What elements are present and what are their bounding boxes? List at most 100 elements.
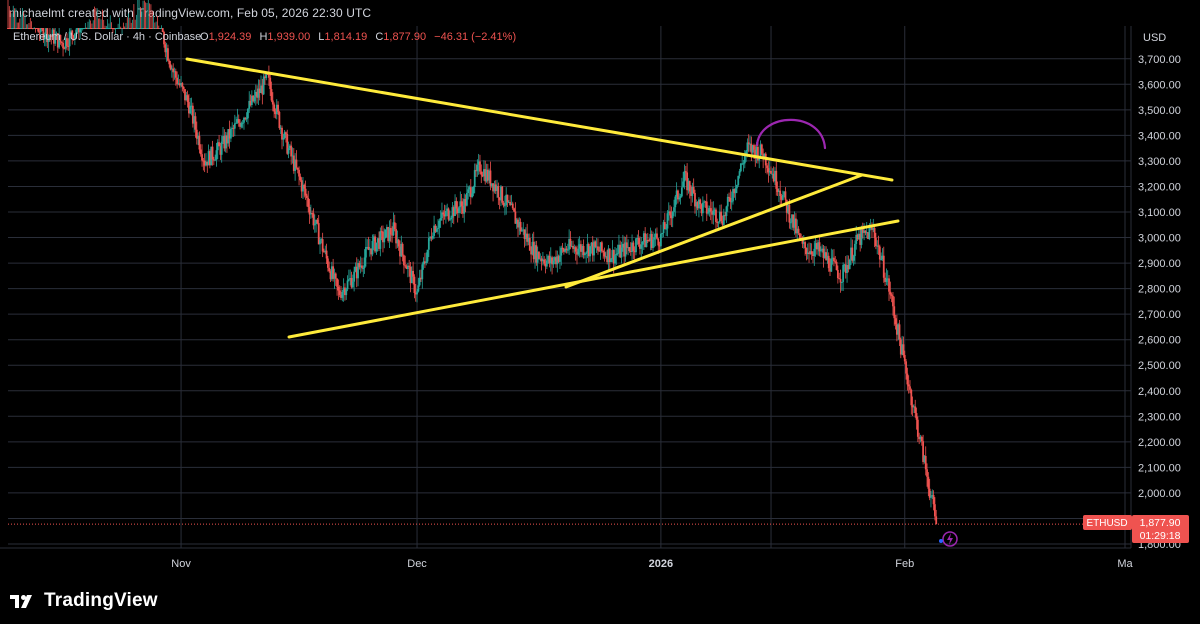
candle-body — [667, 211, 670, 214]
candle-body — [212, 159, 215, 161]
price-tick-label: 3,500.00 — [1138, 105, 1181, 117]
tradingview-logo[interactable]: TradingView — [10, 590, 158, 612]
currency-text: USD — [1143, 32, 1166, 44]
candle-body — [54, 35, 57, 44]
candle-body — [739, 163, 742, 172]
candle-body — [621, 243, 624, 248]
price-tick-label: 3,000.00 — [1138, 233, 1181, 245]
candle-body — [67, 45, 70, 47]
candle-body — [368, 248, 371, 250]
candle-body — [308, 206, 311, 215]
candle-body — [608, 248, 611, 262]
time-tick-label: Feb — [895, 558, 914, 570]
candle-body — [211, 146, 214, 160]
candle-body — [556, 256, 559, 265]
candle-body — [884, 277, 886, 282]
candle-body — [316, 219, 319, 224]
candle-body — [81, 28, 84, 29]
candle-body — [273, 104, 276, 112]
candle-body — [385, 227, 388, 230]
candle-body — [468, 187, 471, 190]
candle-body — [775, 170, 778, 189]
candle-body — [918, 436, 921, 440]
price-chart[interactable]: 3,700.00 3,600.00 3,500.00 3,400.00 3,300.00… — [0, 0, 1200, 578]
candle-body — [922, 441, 925, 462]
candle-body — [119, 28, 122, 29]
candle-body — [905, 361, 907, 374]
candle-body — [686, 172, 689, 191]
candle-body — [897, 324, 900, 335]
candle-body — [610, 258, 612, 262]
candle-body — [854, 243, 856, 257]
candle-body — [477, 161, 480, 165]
candle-body — [201, 154, 203, 161]
candle-body — [850, 247, 852, 260]
candle-body — [852, 256, 855, 261]
candle-body — [134, 28, 137, 29]
candle-body — [762, 153, 765, 159]
candle-body — [505, 194, 508, 206]
candle-body — [716, 221, 719, 223]
candle-body — [493, 184, 496, 192]
candle-body — [662, 222, 665, 234]
candle-body — [274, 111, 277, 115]
candle-body — [391, 234, 394, 236]
candle-body — [323, 251, 325, 253]
candle-body — [629, 251, 632, 253]
candle-body — [743, 155, 746, 164]
candle-body — [577, 248, 580, 255]
candle-body — [670, 215, 673, 219]
candle-body — [89, 28, 92, 29]
candle-body — [657, 238, 660, 246]
candle-body — [33, 28, 36, 29]
candle-body — [711, 211, 713, 215]
candle-body — [113, 28, 116, 29]
candle-body — [355, 266, 358, 279]
candle-body — [450, 217, 453, 220]
candle-body — [736, 185, 738, 189]
candle-body — [111, 28, 114, 29]
candle-body — [535, 245, 538, 263]
candle-body — [894, 318, 897, 325]
candle-body — [538, 251, 540, 259]
candle-body — [347, 279, 350, 281]
candle-body — [771, 173, 774, 175]
candle-body — [147, 28, 150, 29]
candle-body — [781, 194, 784, 200]
candle-body — [416, 291, 418, 295]
candle-body — [733, 189, 736, 194]
candle-body — [93, 28, 96, 29]
candle-body — [252, 95, 255, 102]
candle-body — [892, 295, 894, 307]
candle-body — [888, 278, 890, 292]
time-axis[interactable]: Nov Dec 2026 Feb Ma — [171, 558, 1133, 570]
legend-high-label: H — [259, 31, 267, 43]
candle-body — [73, 33, 76, 39]
candle-body — [570, 245, 573, 247]
candle-body — [84, 28, 87, 29]
candle-body — [492, 183, 494, 192]
candle-body — [441, 212, 443, 219]
candle-body — [164, 44, 167, 53]
currency-label[interactable]: USD — [1143, 32, 1166, 44]
lightning-icon[interactable] — [939, 531, 958, 547]
candle-body — [28, 28, 30, 29]
candle-body — [814, 243, 817, 249]
candle-body — [553, 257, 556, 261]
candle-body — [345, 289, 348, 296]
price-tick-label: 2,900.00 — [1138, 258, 1181, 270]
candle-body — [264, 76, 266, 79]
candle-body — [341, 291, 344, 298]
candle-body — [92, 28, 95, 29]
candle-body — [51, 29, 54, 37]
price-axis[interactable]: 3,700.00 3,600.00 3,500.00 3,400.00 3,300.00… — [0, 26, 1181, 551]
trendline — [287, 219, 900, 339]
candle-body — [408, 265, 411, 267]
candle-body — [267, 73, 270, 78]
candle-body — [292, 155, 295, 171]
candle-body — [791, 214, 793, 223]
candle-body — [864, 230, 867, 233]
candle-body — [346, 280, 349, 290]
candle-body — [640, 244, 643, 249]
header-bar: michaelmt created with TradingView.com, … — [0, 0, 1200, 26]
